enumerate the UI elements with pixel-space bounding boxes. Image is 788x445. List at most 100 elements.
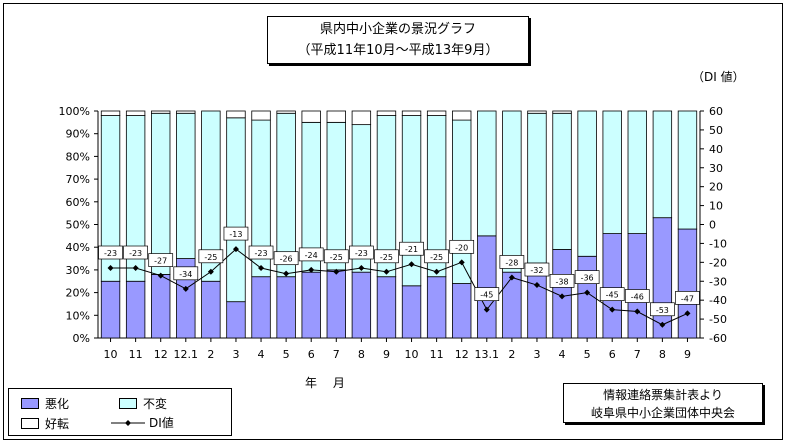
di-data-label-box xyxy=(474,287,500,301)
bar-segment-bad xyxy=(251,276,271,339)
bar-segment-good xyxy=(251,110,271,121)
di-point xyxy=(634,308,641,315)
di-data-label-text: -24 xyxy=(305,251,318,260)
di-point xyxy=(408,261,415,268)
di-data-label: -24 xyxy=(298,247,324,262)
legend-label-bad: 悪化 xyxy=(45,397,70,411)
y-left-tick-label: 0% xyxy=(73,332,90,345)
di-point xyxy=(182,285,189,292)
legend-swatch-same xyxy=(119,398,137,409)
di-data-label-text: -47 xyxy=(681,294,694,303)
di-point xyxy=(232,246,239,253)
x-tick-label: 8 xyxy=(358,348,365,361)
x-tick-label: 2 xyxy=(207,348,214,361)
di-data-labels: -23 -23 -27 -34 -25 -13 -23 -26 -24 -25 -23 -25 -21 -… xyxy=(98,226,700,317)
y-right-tick-label: 20 xyxy=(709,181,723,194)
chart-title: 県内中小企業の景況グラフ xyxy=(319,22,476,37)
bar-segment-bad xyxy=(100,280,121,339)
di-point xyxy=(559,293,566,300)
bar-segment-same xyxy=(176,112,196,259)
bar-segment-same xyxy=(452,119,472,284)
di-data-label: -21 xyxy=(399,241,424,256)
legend-label-same: 不変 xyxy=(143,397,168,411)
x-tick-label: 4 xyxy=(258,348,265,361)
bars xyxy=(100,110,698,339)
x-tick-label: 8 xyxy=(659,348,666,361)
di-data-label: -23 xyxy=(248,245,274,260)
chart-frame xyxy=(3,3,783,440)
bar-segment-same xyxy=(627,110,647,234)
bar-segment-good xyxy=(426,110,447,116)
x-tick-label: 5 xyxy=(283,348,290,361)
di-data-label-text: -32 xyxy=(530,266,543,275)
bar-segment-same xyxy=(226,117,246,303)
bar-segment-same xyxy=(552,112,572,250)
di-data-label-text: -53 xyxy=(656,306,669,315)
bar-segment-bad xyxy=(376,276,397,339)
bar-segment-good xyxy=(125,110,146,116)
bar-segment-bad xyxy=(677,228,698,339)
di-data-label-box xyxy=(223,226,249,241)
di-data-label-box xyxy=(574,270,600,284)
di-data-label: -20 xyxy=(449,239,475,254)
di-data-label-text: -21 xyxy=(405,245,418,254)
legend-line-di-icon xyxy=(111,419,145,426)
x-tick-label: 11 xyxy=(129,348,143,361)
bar-segment-bad xyxy=(301,271,321,339)
bar-segment-bad xyxy=(502,271,522,339)
di-point xyxy=(609,306,616,313)
x-tick-label: 10 xyxy=(405,348,419,361)
x-tick-label: 12 xyxy=(455,348,469,361)
di-data-label-text: -25 xyxy=(380,253,393,262)
di-point xyxy=(333,268,340,275)
x-tick-label: 3 xyxy=(533,348,540,361)
bar-segment-bad xyxy=(627,233,647,339)
y-right-tick-label: -10 xyxy=(709,237,727,250)
di-point xyxy=(533,282,540,289)
di-point xyxy=(358,265,365,272)
y-left-tick-label: 90% xyxy=(66,128,90,141)
di-data-label-box xyxy=(148,253,174,267)
di-data-label-box xyxy=(399,241,424,256)
di-point xyxy=(659,321,666,328)
di-data-label: -32 xyxy=(524,262,550,277)
x-tick-label: 9 xyxy=(684,348,691,361)
di-point xyxy=(383,268,390,275)
y-left-tick-label: 50% xyxy=(66,219,90,232)
bar-segment-good xyxy=(176,110,196,114)
y-right-tick-label: 0 xyxy=(709,219,716,232)
di-data-label-text: -46 xyxy=(631,293,644,302)
di-data-label-box xyxy=(599,287,625,301)
chart-title-box: 県内中小企業の景況グラフ （平成11年10月～平成13年9月） xyxy=(267,16,529,64)
di-point xyxy=(207,268,214,275)
di-data-label-box xyxy=(273,251,299,266)
x-axis-label: 年 月 xyxy=(305,376,351,390)
di-data-label-box xyxy=(198,249,224,264)
y-right-tick-label: 10 xyxy=(709,200,723,213)
bar-segment-good xyxy=(376,110,397,116)
y-right-tick-label: 30 xyxy=(709,162,723,175)
di-data-label-box xyxy=(374,249,399,264)
di-data-label: -25 xyxy=(323,249,349,264)
bar-segment-bad xyxy=(351,271,372,339)
x-tick-label: 7 xyxy=(634,348,641,361)
di-data-label-box xyxy=(123,245,148,260)
di-data-label-box xyxy=(323,249,349,264)
x-tick-label: 5 xyxy=(584,348,591,361)
di-data-label: -25 xyxy=(198,249,224,264)
bar-segment-same xyxy=(477,110,497,237)
bar-segment-same xyxy=(502,110,522,273)
legend-item-same: 不変 xyxy=(119,395,167,412)
bar-segment-same xyxy=(401,115,422,287)
di-data-label-text: -28 xyxy=(505,258,518,267)
di-point xyxy=(283,270,290,277)
x-tick-label: 10 xyxy=(104,348,118,361)
x-tick-label: 4 xyxy=(559,348,566,361)
x-tick-label: 3 xyxy=(232,348,239,361)
bar-segment-bad xyxy=(452,283,472,339)
di-line xyxy=(110,248,688,326)
bar-segment-bad xyxy=(125,280,146,339)
x-tick-label: 6 xyxy=(609,348,616,361)
bar-segment-good xyxy=(552,110,572,114)
bar-segment-good xyxy=(401,110,422,116)
